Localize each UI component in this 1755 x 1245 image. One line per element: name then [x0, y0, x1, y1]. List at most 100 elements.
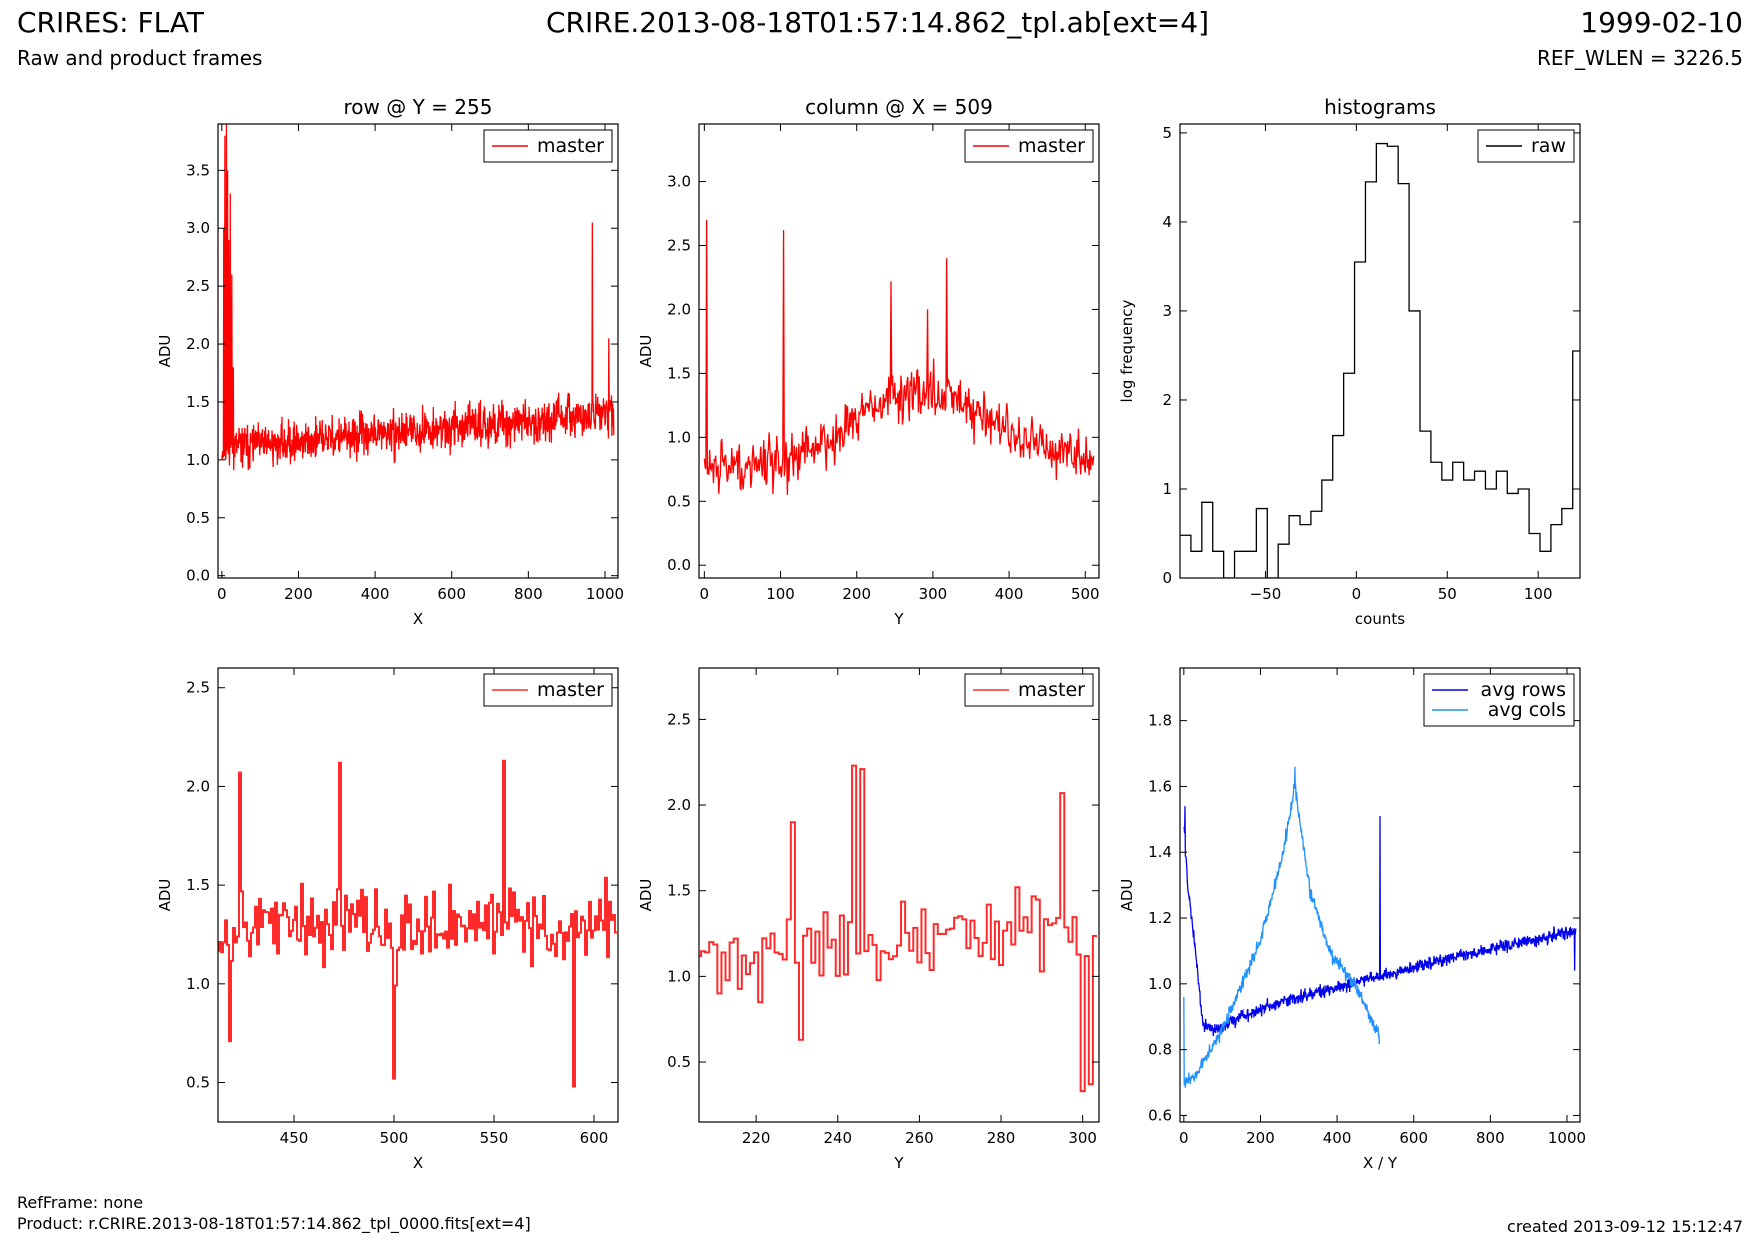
- y-axis-label: ADU: [637, 879, 655, 912]
- y-tick-label: 1.2: [1148, 909, 1172, 927]
- x-tick-label: 600: [1399, 1129, 1428, 1147]
- ref-wavelength: REF_WLEN = 3226.5: [1536, 46, 1743, 70]
- series-raw: [1180, 142, 1580, 578]
- x-tick-label: 0: [700, 585, 710, 603]
- x-tick-label: 1000: [586, 585, 624, 603]
- legend-label: master: [537, 679, 604, 701]
- x-axis-label: X: [413, 610, 423, 628]
- y-tick-label: 1.0: [186, 975, 210, 993]
- y-tick-label: 0.5: [667, 1053, 691, 1071]
- plot-frame: [217, 667, 619, 1123]
- x-tick-label: 0: [1179, 1129, 1189, 1147]
- y-tick-label: 1.5: [186, 393, 210, 411]
- y-tick-label: 3.0: [186, 219, 210, 237]
- x-axis-label: X: [413, 1154, 423, 1172]
- legend-label: avg rows: [1481, 679, 1566, 701]
- chart-title: histograms: [1324, 95, 1436, 119]
- legend: master: [483, 129, 613, 163]
- y-tick-label: 2.0: [186, 335, 210, 353]
- y-tick-label: 1.0: [667, 428, 691, 446]
- y-tick-label: 0.5: [667, 492, 691, 510]
- plot-frame: [217, 123, 619, 579]
- y-tick-label: 1.5: [667, 882, 691, 900]
- y-tick-label: 3: [1162, 302, 1172, 320]
- y-axis-label: ADU: [1118, 879, 1136, 912]
- y-tick-label: 0.5: [186, 1074, 210, 1092]
- chart-title: row @ Y = 255: [344, 95, 493, 119]
- y-tick-label: 0.0: [667, 556, 691, 574]
- x-tick-label: 200: [1246, 1129, 1275, 1147]
- x-tick-label: 800: [1476, 1129, 1505, 1147]
- x-axis-label: X / Y: [1363, 1154, 1398, 1172]
- plot-frame: [1179, 123, 1581, 579]
- series-avg-rows: [1183, 806, 1577, 1037]
- y-tick-label: 1.5: [186, 876, 210, 894]
- y-tick-label: 0.6: [1148, 1106, 1172, 1124]
- x-tick-label: 400: [361, 585, 390, 603]
- legend: master: [483, 673, 613, 707]
- y-tick-label: 4: [1162, 213, 1172, 231]
- x-tick-label: 300: [919, 585, 948, 603]
- chart-row: 0 200 400 600 800 1000 0.0 0.5 1.0 1.5 2.0 2.5 3.0 3.…: [156, 95, 624, 628]
- y-tick-label: 1.6: [1148, 777, 1172, 795]
- y-tick-label: 1.0: [1148, 975, 1172, 993]
- x-axis-label: Y: [893, 610, 904, 628]
- x-tick-label: 400: [995, 585, 1024, 603]
- x-tick-label: 280: [987, 1129, 1016, 1147]
- y-tick-label: 2.0: [667, 300, 691, 318]
- x-tick-label: 200: [284, 585, 313, 603]
- x-tick-label: 550: [480, 1129, 509, 1147]
- x-tick-label: 240: [823, 1129, 852, 1147]
- legend-box: [1423, 673, 1575, 727]
- y-tick-label: 3.5: [186, 161, 210, 179]
- y-tick-label: 1: [1162, 480, 1172, 498]
- series-master: [703, 219, 1095, 495]
- plot-frame: [698, 123, 1100, 579]
- x-tick-label: 500: [380, 1129, 409, 1147]
- x-tick-label: −50: [1250, 585, 1282, 603]
- y-tick-label: 0: [1162, 569, 1172, 587]
- x-tick-label: 300: [1068, 1129, 1097, 1147]
- y-tick-label: 2.0: [667, 796, 691, 814]
- y-tick-label: 5: [1162, 124, 1172, 142]
- y-tick-label: 1.4: [1148, 843, 1172, 861]
- x-tick-label: 500: [1071, 585, 1100, 603]
- y-tick-label: 0.5: [186, 509, 210, 527]
- y-tick-label: 2.0: [186, 777, 210, 795]
- legend-label: avg cols: [1488, 699, 1566, 721]
- report-title: CRIRES: FLAT: [17, 6, 204, 39]
- series-avg-cols: [1183, 766, 1381, 1088]
- y-tick-label: 2.5: [186, 277, 210, 295]
- chart-title: column @ X = 509: [805, 95, 993, 119]
- x-tick-label: 450: [280, 1129, 309, 1147]
- footer-product: Product: r.CRIRE.2013-08-18T01:57:14.862…: [17, 1214, 531, 1233]
- report-date: 1999-02-10: [1580, 6, 1743, 39]
- x-axis-label: counts: [1355, 610, 1405, 628]
- x-axis-label: Y: [893, 1154, 904, 1172]
- x-tick-label: 1000: [1548, 1129, 1586, 1147]
- series-master: [221, 124, 615, 471]
- chart-averages: 0 200 400 600 800 1000 0.6 0.8 1.0 1.2 1.4 1.6 1.8 X …: [1118, 667, 1586, 1172]
- chart-row-zoom: 450 500 550 600 0.5 1.0 1.5 2.0 2.5 X ADU master: [156, 667, 619, 1172]
- legend-label: master: [1018, 679, 1085, 701]
- y-tick-label: 1.8: [1148, 712, 1172, 730]
- plot-frame: [1179, 667, 1581, 1123]
- series-master: [699, 764, 1097, 1093]
- y-tick-label: 2.5: [667, 236, 691, 254]
- x-tick-label: 0: [1352, 585, 1362, 603]
- y-tick-label: 2: [1162, 391, 1172, 409]
- x-tick-label: 220: [742, 1129, 771, 1147]
- x-tick-label: 200: [842, 585, 871, 603]
- x-tick-label: 600: [580, 1129, 609, 1147]
- y-tick-label: 1.0: [186, 451, 210, 469]
- y-tick-label: 0.8: [1148, 1041, 1172, 1059]
- series-master: [218, 759, 617, 1088]
- legend-label: raw: [1531, 135, 1566, 157]
- y-axis-label: ADU: [637, 335, 655, 368]
- x-tick-label: 100: [766, 585, 795, 603]
- file-title: CRIRE.2013-08-18T01:57:14.862_tpl.ab[ext…: [545, 6, 1209, 39]
- legend: master: [964, 673, 1094, 707]
- y-tick-label: 2.5: [667, 710, 691, 728]
